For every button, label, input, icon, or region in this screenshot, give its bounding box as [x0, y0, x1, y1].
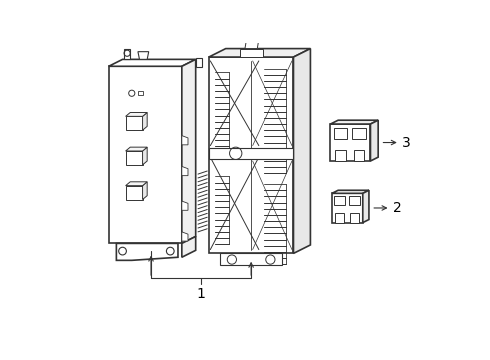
Polygon shape [138, 52, 149, 59]
Polygon shape [182, 59, 196, 243]
Polygon shape [143, 112, 147, 130]
Bar [335, 213, 344, 222]
Polygon shape [125, 186, 143, 199]
Polygon shape [209, 57, 294, 253]
Polygon shape [182, 166, 188, 176]
Polygon shape [125, 151, 143, 165]
Polygon shape [125, 182, 147, 186]
Polygon shape [363, 190, 369, 222]
Polygon shape [143, 182, 147, 199]
Polygon shape [124, 49, 130, 59]
Polygon shape [196, 58, 202, 67]
Bar [335, 150, 346, 161]
Polygon shape [330, 120, 378, 124]
Polygon shape [330, 124, 370, 161]
Polygon shape [332, 190, 369, 193]
Bar [334, 197, 345, 205]
Bar [138, 91, 143, 95]
Bar [352, 128, 366, 139]
Polygon shape [182, 232, 188, 241]
Polygon shape [125, 147, 147, 151]
Text: 3: 3 [402, 135, 411, 149]
Polygon shape [240, 49, 263, 57]
Text: 2: 2 [393, 201, 402, 215]
Polygon shape [117, 243, 178, 260]
Polygon shape [182, 201, 188, 210]
Polygon shape [125, 116, 143, 130]
Polygon shape [220, 253, 282, 265]
Polygon shape [332, 193, 363, 222]
Polygon shape [245, 39, 259, 49]
Text: 1: 1 [196, 287, 205, 301]
Bar [334, 128, 347, 139]
Polygon shape [209, 49, 311, 57]
Polygon shape [109, 59, 196, 66]
Bar [354, 150, 365, 161]
Polygon shape [370, 120, 378, 161]
Polygon shape [182, 237, 196, 257]
Polygon shape [209, 148, 294, 159]
Polygon shape [125, 112, 147, 116]
Polygon shape [143, 147, 147, 165]
Bar [350, 213, 359, 222]
Polygon shape [294, 49, 311, 253]
Bar [349, 197, 360, 205]
Polygon shape [109, 66, 182, 243]
Polygon shape [182, 136, 188, 145]
